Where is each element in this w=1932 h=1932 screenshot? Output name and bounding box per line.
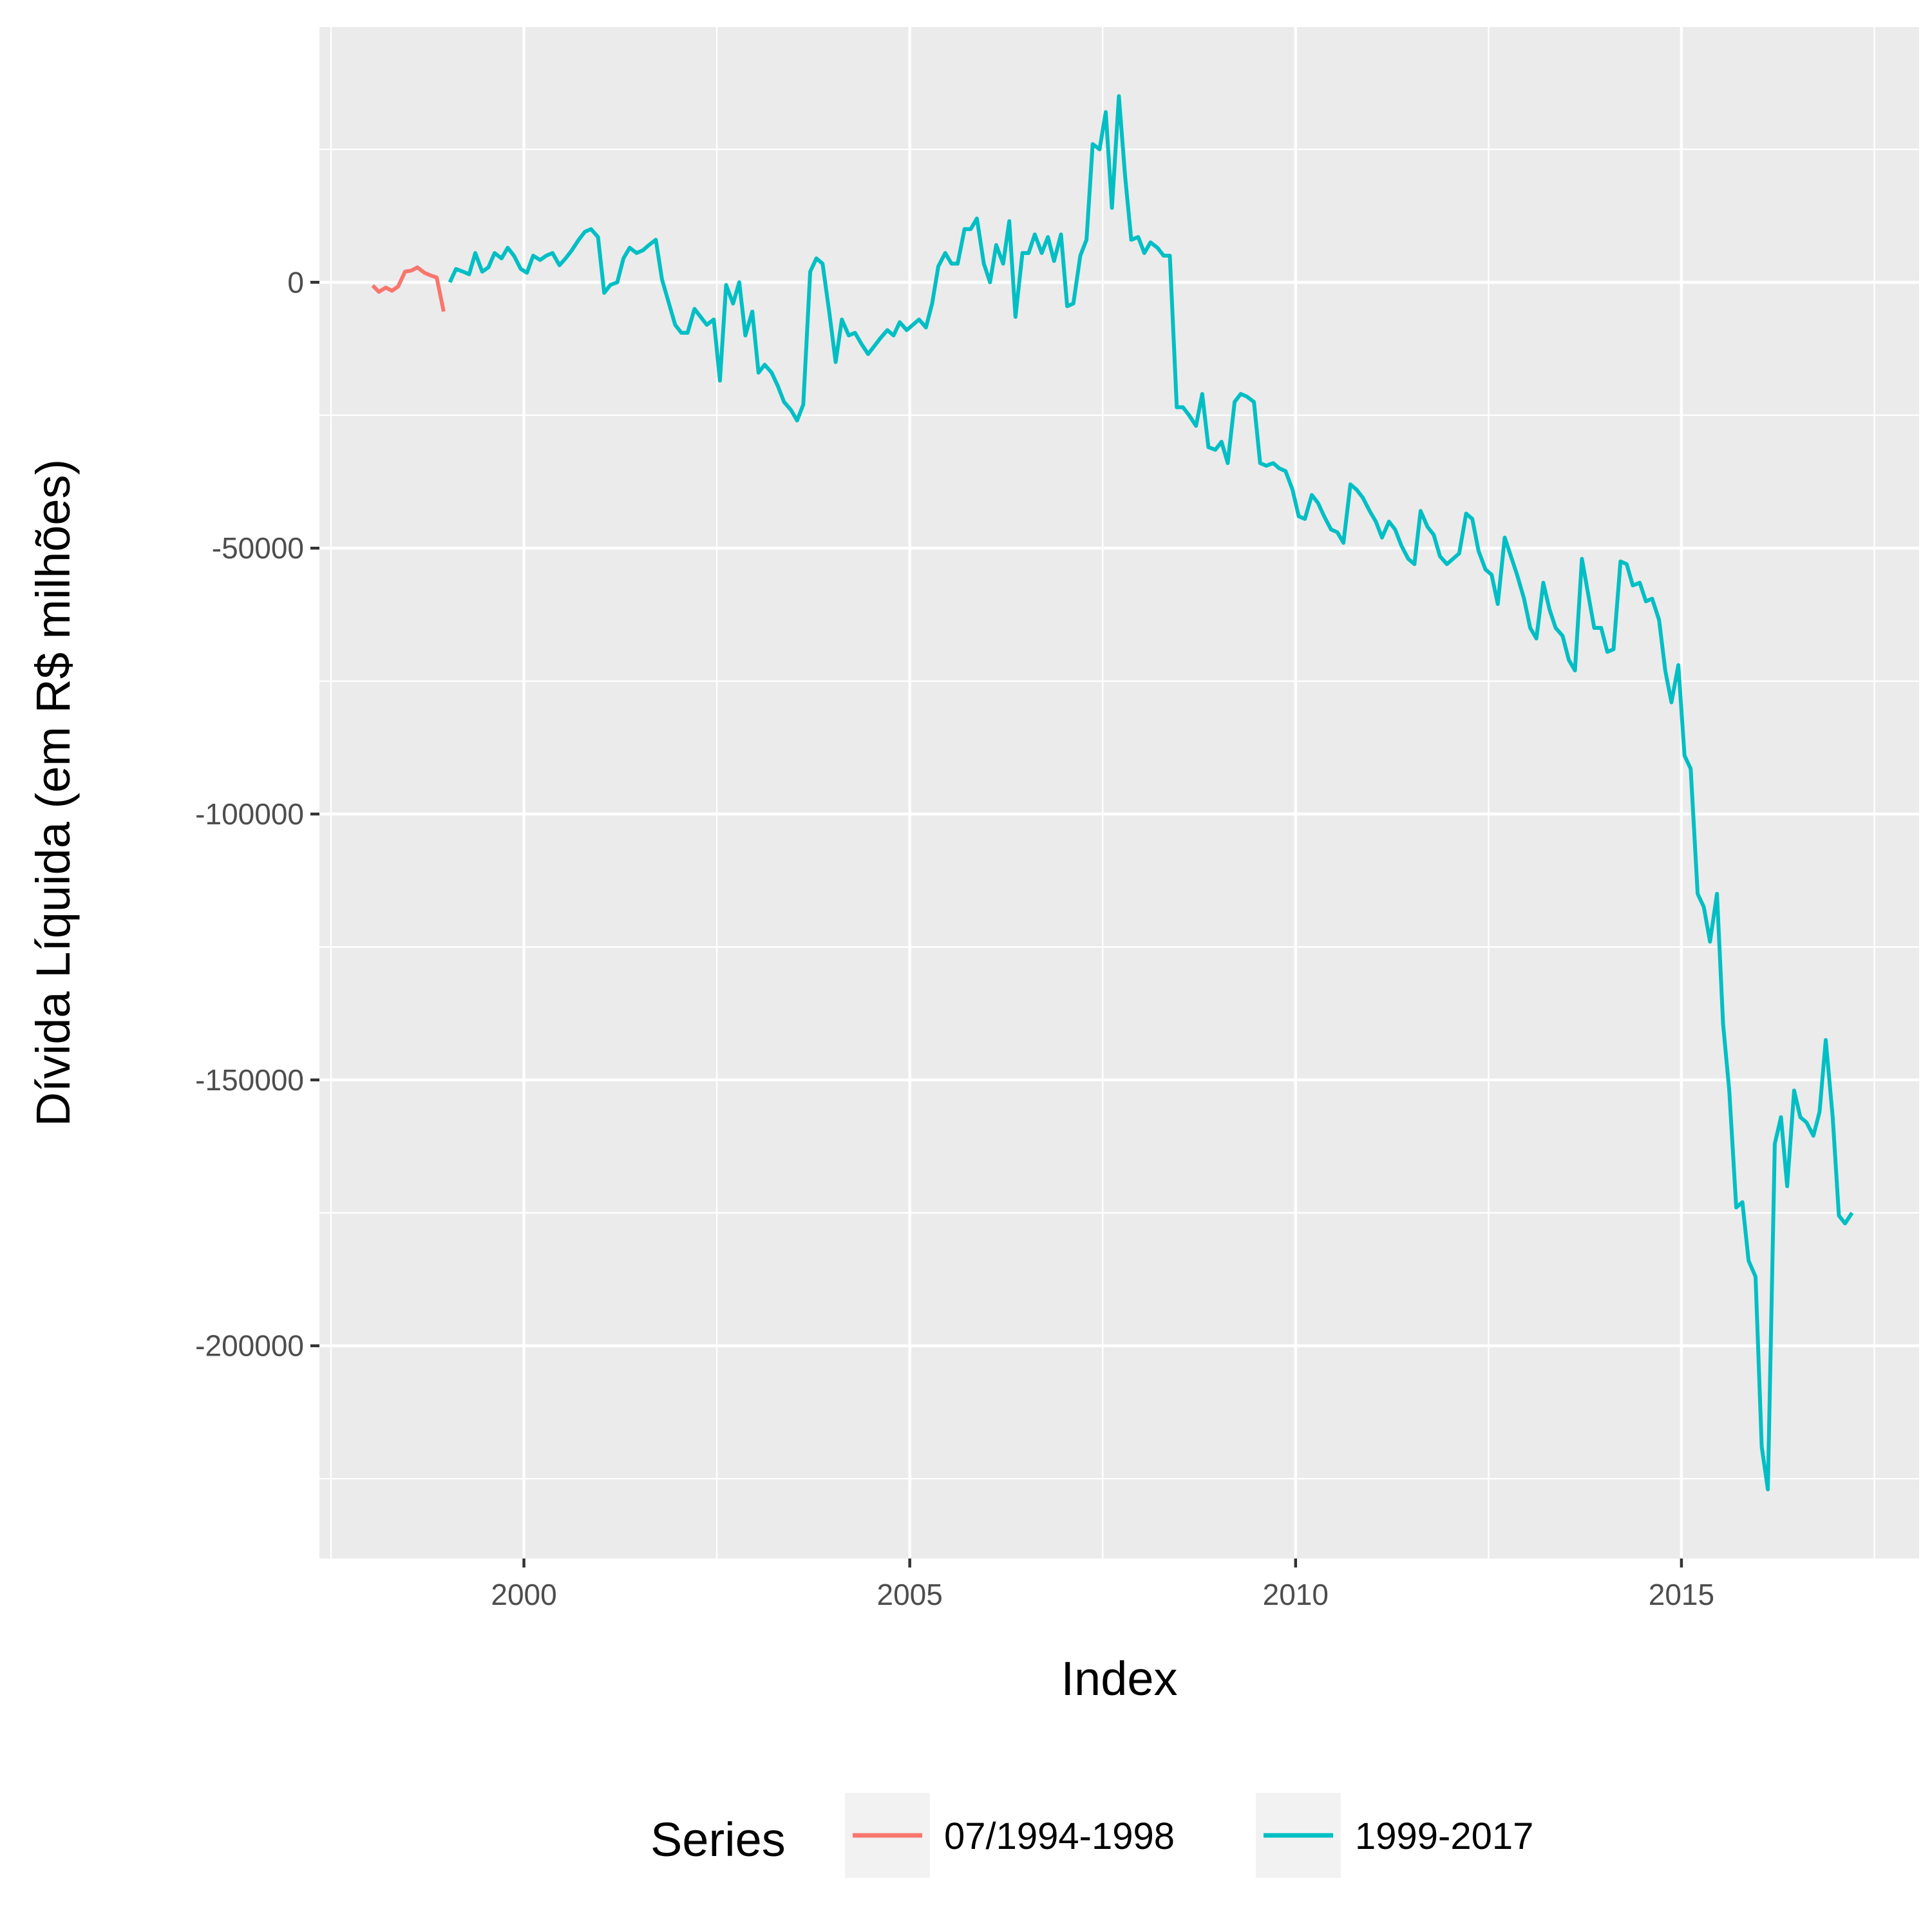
- y-axis-title: Dívida Líquida (em R$ milhões): [26, 459, 80, 1126]
- x-tick-label: 2000: [491, 1578, 556, 1611]
- y-tick-label: -200000: [195, 1329, 304, 1363]
- y-tick-label: 0: [287, 265, 304, 299]
- legend: Series 07/1994-1998 1999-2017: [650, 1793, 1533, 1878]
- legend-label-1: 07/1994-1998: [944, 1815, 1175, 1857]
- legend-label-2: 1999-2017: [1355, 1815, 1533, 1857]
- series-lines: [371, 94, 1854, 1492]
- x-tick-label: 2010: [1263, 1578, 1329, 1611]
- y-tick-label: -100000: [195, 797, 304, 831]
- x-tick-label: 2005: [876, 1578, 942, 1611]
- x-tick-label: 2015: [1649, 1578, 1714, 1611]
- series-line-1: [371, 265, 446, 312]
- series-line-2: [448, 94, 1854, 1492]
- plot-panel: [319, 27, 1919, 1558]
- x-axis-ticks: 2000 2005 2010 2015: [491, 1558, 1714, 1611]
- legend-title: Series: [650, 1813, 786, 1866]
- y-axis-ticks: 0 -50000 -100000 -150000 -200000: [195, 265, 319, 1363]
- major-gridlines: [319, 27, 1919, 1558]
- y-tick-label: -150000: [195, 1063, 304, 1097]
- y-tick-label: -50000: [212, 531, 304, 565]
- x-axis-title: Index: [1061, 1652, 1177, 1705]
